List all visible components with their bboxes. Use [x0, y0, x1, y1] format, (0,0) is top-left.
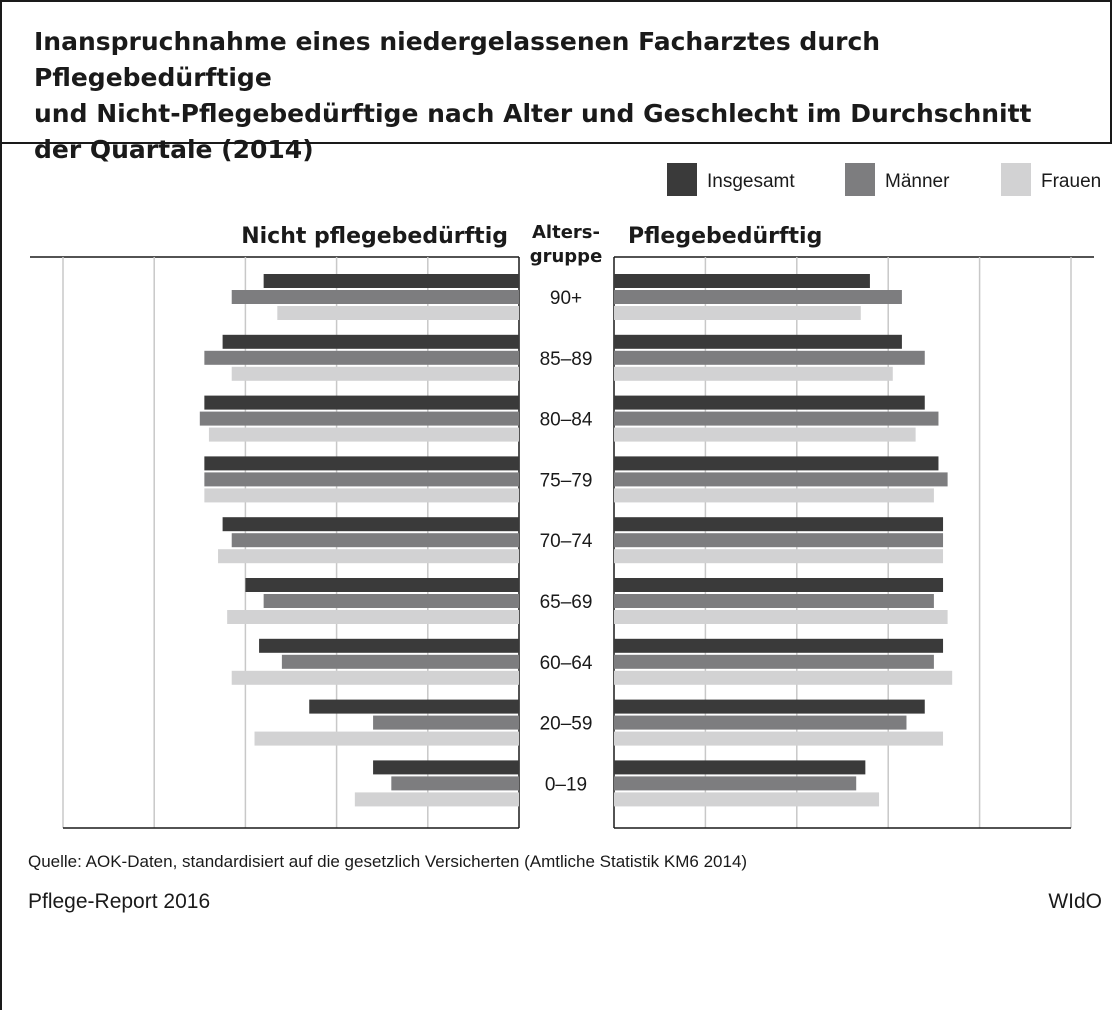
chart: Insgesamt Männer Frauen Nicht pflegebedürft… [30, 163, 1101, 844]
bar-left-insgesamt-1 [222, 334, 519, 349]
category-label-1: 85–89 [540, 349, 593, 370]
panel-title-left: Nicht pflegebedürftig [241, 224, 508, 249]
center-label-line-0: Alters- [532, 222, 600, 243]
bar-left-frauen-2 [208, 427, 520, 442]
footer-publication: Pflege-Report 2016 [28, 890, 211, 913]
bar-left-insgesamt-5 [245, 578, 519, 592]
legend-label-1: Männer [885, 171, 950, 192]
bar-right-frauen-6 [614, 670, 953, 685]
bar-right-mnner-7 [614, 715, 907, 730]
tick-label-right-80: 80 [969, 842, 990, 844]
tick-label-left-100: 100 [47, 842, 79, 844]
tick-label-left-80: 80 [144, 842, 165, 844]
bar-left-mnner-7 [373, 715, 519, 730]
tick-label-left-0: 0 [514, 842, 525, 844]
tick-label-right-40: 40 [786, 842, 807, 844]
category-label-4: 70–74 [540, 531, 593, 552]
bar-left-mnner-0 [231, 290, 519, 304]
category-label-3: 75–79 [540, 470, 593, 491]
bar-left-insgesamt-2 [204, 395, 520, 410]
bar-left-mnner-6 [281, 654, 519, 669]
bar-left-frauen-7 [254, 731, 519, 746]
title-box: Inanspruchnahme eines niedergelassenen F… [0, 0, 1112, 164]
bar-right-mnner-8 [614, 776, 857, 791]
bar-left-frauen-6 [231, 670, 519, 685]
bar-right-mnner-2 [614, 411, 939, 426]
bar-right-insgesamt-4 [614, 517, 944, 532]
bar-right-mnner-6 [614, 654, 934, 669]
category-label-5: 65–69 [540, 592, 593, 613]
tick-label-left-40: 40 [326, 842, 347, 844]
bar-left-frauen-0 [277, 306, 519, 320]
bar-right-mnner-0 [614, 290, 902, 304]
category-label-2: 80–84 [540, 410, 593, 431]
bar-left-insgesamt-7 [309, 699, 519, 714]
bar-left-insgesamt-4 [222, 517, 519, 532]
bar-right-mnner-3 [614, 472, 948, 487]
bar-right-frauen-2 [614, 427, 916, 442]
chart-title: Inanspruchnahme eines niedergelassenen F… [34, 27, 1032, 164]
bar-left-insgesamt-8 [373, 760, 519, 775]
category-label-0: 90+ [550, 288, 582, 309]
bar-right-insgesamt-3 [614, 456, 939, 471]
bar-left-insgesamt-3 [204, 456, 520, 471]
bar-right-frauen-0 [614, 306, 861, 320]
panel-title-right: Pflegebedürftig [628, 224, 822, 249]
footer-publisher: WIdO [1048, 890, 1102, 913]
bar-left-mnner-4 [231, 533, 519, 548]
bar-left-insgesamt-0 [263, 274, 519, 288]
tick-label-right-100: 100 [1055, 842, 1087, 844]
bar-right-insgesamt-6 [614, 638, 944, 653]
bar-left-frauen-8 [354, 792, 519, 807]
bar-right-insgesamt-1 [614, 334, 902, 349]
tick-label-left-20: 20 [417, 842, 438, 844]
bar-right-frauen-1 [614, 366, 893, 381]
bar-right-insgesamt-8 [614, 760, 866, 775]
bar-left-mnner-5 [263, 594, 519, 608]
category-label-8: 0–19 [545, 774, 587, 795]
category-label-7: 20–59 [540, 714, 593, 735]
bar-right-frauen-4 [614, 549, 944, 564]
bar-right-frauen-3 [614, 488, 934, 503]
tick-label-right-0: 0 [609, 842, 620, 844]
bar-right-mnner-1 [614, 350, 925, 365]
bar-right-frauen-7 [614, 731, 944, 746]
tick-label-left-60: 60 [235, 842, 256, 844]
legend-label-2: Frauen [1041, 171, 1101, 192]
tick-label-right-20: 20 [695, 842, 716, 844]
legend-swatch-0 [667, 163, 697, 196]
bar-right-mnner-5 [614, 594, 934, 608]
legend-label-0: Insgesamt [707, 171, 795, 192]
category-label-6: 60–64 [540, 653, 593, 674]
bar-left-mnner-8 [391, 776, 519, 791]
tick-label-right-60: 60 [878, 842, 899, 844]
bar-left-mnner-3 [204, 472, 520, 487]
bar-right-insgesamt-7 [614, 699, 925, 714]
legend-swatch-2 [1001, 163, 1031, 196]
bar-left-frauen-5 [227, 610, 519, 624]
bar-left-frauen-4 [218, 549, 520, 564]
center-label-line-1: gruppe [530, 246, 603, 267]
bar-right-frauen-5 [614, 610, 948, 624]
bar-right-frauen-8 [614, 792, 880, 807]
frame-left-rule [0, 144, 2, 1010]
bar-left-mnner-2 [199, 411, 520, 426]
bar-left-frauen-3 [204, 488, 520, 503]
bar-right-mnner-4 [614, 533, 944, 548]
bar-right-insgesamt-2 [614, 395, 925, 410]
bar-right-insgesamt-5 [614, 578, 944, 592]
source-note: Quelle: AOK-Daten, standardisiert auf di… [28, 852, 748, 871]
bar-left-insgesamt-6 [259, 638, 519, 653]
bar-right-insgesamt-0 [614, 274, 870, 288]
bar-left-frauen-1 [231, 366, 519, 381]
bar-left-mnner-1 [204, 350, 520, 365]
legend-swatch-1 [845, 163, 875, 196]
